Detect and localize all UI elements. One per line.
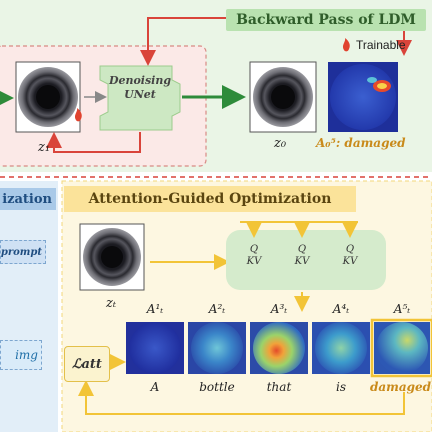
kv-label: KV — [342, 256, 358, 267]
left-blue-panel — [0, 181, 58, 432]
a0-damaged-label: A₀⁵: damaged — [316, 136, 406, 150]
flame-icon-legend — [343, 38, 350, 52]
word-5: damaged — [370, 380, 432, 394]
unet-label: Denoising UNet — [108, 74, 172, 102]
backward-title: Backward Pass of LDM — [226, 9, 426, 31]
unet-label-line1: Denoising — [108, 74, 172, 87]
q-label: Q — [249, 244, 259, 255]
word-2: bottle — [199, 380, 235, 394]
qkv-block-3: Q KV — [330, 244, 370, 268]
q-label: Q — [297, 244, 307, 255]
prompt-box: prompt — [0, 240, 46, 264]
z1-label: z₁ — [38, 140, 51, 155]
word-4: is — [336, 380, 346, 394]
unet-label-line2: UNet — [124, 88, 156, 101]
zt-label: zₜ — [106, 296, 117, 311]
qkv-block-1: Q KV — [234, 244, 274, 268]
qkv-block-2: Q KV — [282, 244, 322, 268]
optimization-tag: ization — [0, 188, 56, 210]
map-label-4: A⁴ₜ — [332, 302, 350, 316]
map-label-5: A⁵ₜ — [393, 302, 411, 316]
map-5-highlight — [370, 318, 432, 378]
map-label-1: A¹ₜ — [146, 302, 164, 316]
z0-label: z₀ — [274, 136, 287, 151]
map-label-2: A²ₜ — [208, 302, 226, 316]
unet-shape — [99, 65, 181, 131]
kv-label: KV — [294, 256, 310, 267]
img-box: img — [0, 340, 42, 370]
attention-loss-box: ℒatt — [64, 346, 110, 382]
map-label-3: A³ₜ — [270, 302, 288, 316]
attention-block-bg — [226, 230, 386, 290]
attention-panel — [61, 180, 432, 432]
trainable-label: Trainable — [356, 38, 406, 52]
q-label: Q — [345, 244, 355, 255]
attention-maps — [126, 318, 432, 378]
word-3: that — [266, 380, 292, 394]
flame-icon-z1 — [75, 108, 82, 122]
attention-title: Attention-Guided Optimization — [64, 186, 356, 212]
word-1: A — [150, 380, 160, 394]
kv-label: KV — [246, 256, 262, 267]
